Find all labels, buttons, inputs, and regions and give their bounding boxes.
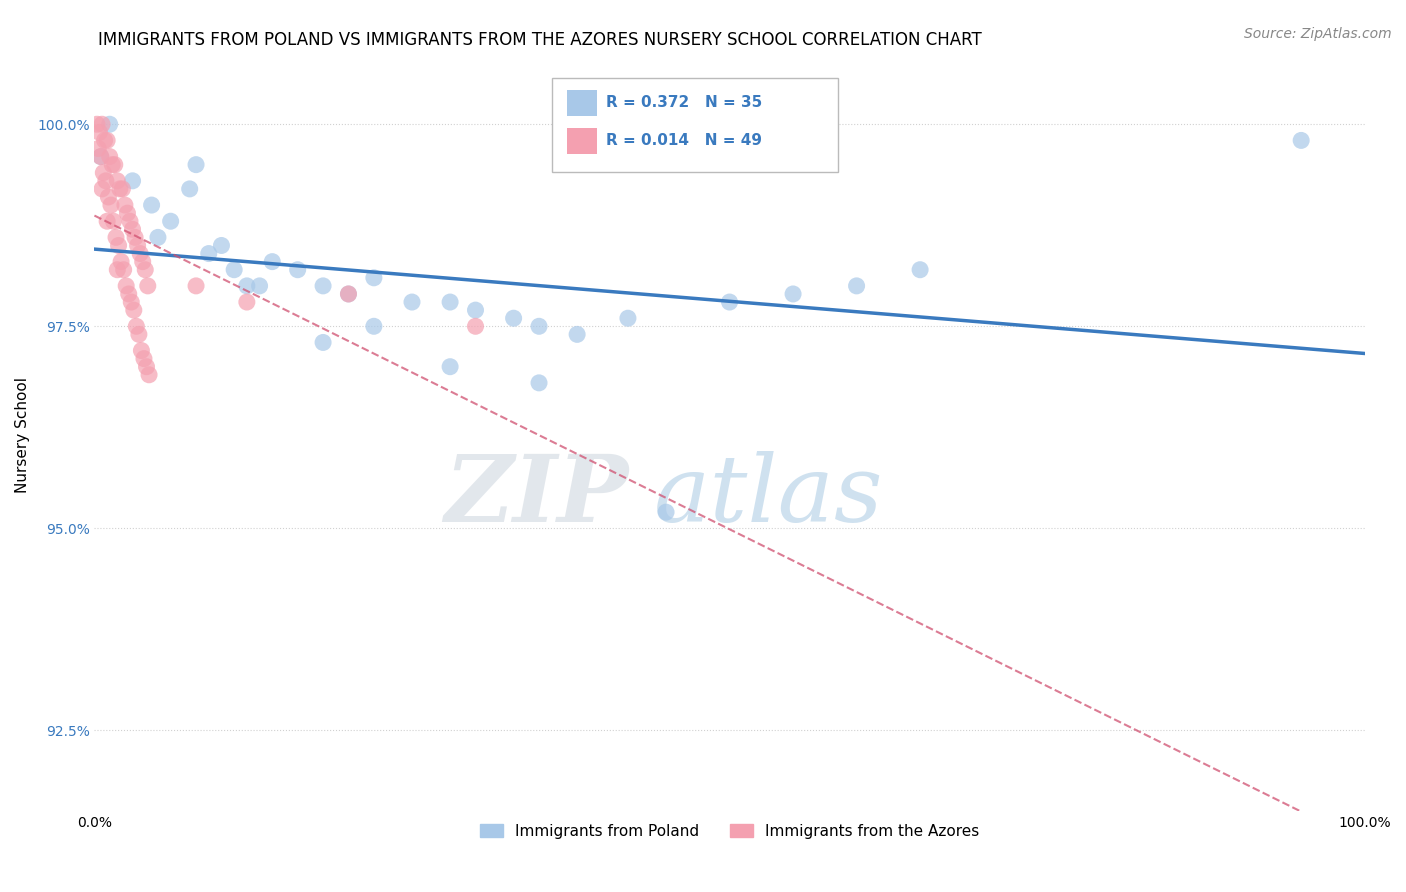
Point (98, 117, 121, 131)
Point (236, 278, 259, 293)
Point (89, 125, 111, 139)
Point (159, 214, 181, 228)
Text: R = 0.014   N = 49: R = 0.014 N = 49 (606, 134, 762, 148)
Point (363, 270, 385, 285)
Point (131, 343, 153, 358)
Point (224, 262, 246, 277)
Text: IMMIGRANTS FROM POLAND VS IMMIGRANTS FROM THE AZORES NURSERY SCHOOL CORRELATION : IMMIGRANTS FROM POLAND VS IMMIGRANTS FRO… (98, 31, 983, 49)
Point (122, 303, 145, 318)
Point (312, 335, 335, 350)
Point (138, 368, 160, 382)
Point (135, 359, 157, 374)
Point (211, 238, 233, 252)
Point (96, 214, 118, 228)
Point (86, 117, 108, 131)
Point (439, 295, 461, 310)
Point (104, 158, 127, 172)
Point (134, 262, 156, 277)
Point (101, 158, 124, 172)
Point (439, 359, 461, 374)
Point (111, 182, 134, 196)
Point (129, 246, 152, 260)
Point (617, 311, 640, 326)
Point (90, 150, 112, 164)
Point (107, 238, 129, 252)
Point (94, 174, 117, 188)
Point (91, 166, 114, 180)
Legend: Immigrants from Poland, Immigrants from the Azores: Immigrants from Poland, Immigrants from … (474, 818, 986, 845)
FancyBboxPatch shape (567, 90, 598, 116)
FancyBboxPatch shape (567, 128, 598, 153)
Point (845, 278, 868, 293)
Point (141, 198, 163, 212)
Point (105, 230, 128, 244)
Point (131, 254, 153, 268)
Point (655, 505, 678, 519)
Point (110, 254, 132, 268)
Point (527, 319, 550, 334)
Point (184, 278, 207, 293)
Point (363, 319, 385, 334)
Point (565, 327, 588, 342)
Point (117, 206, 139, 220)
Y-axis label: Nursery School: Nursery School (15, 377, 30, 493)
Point (337, 287, 360, 301)
Point (121, 222, 143, 236)
Text: Source: ZipAtlas.com: Source: ZipAtlas.com (1244, 27, 1392, 41)
Point (464, 319, 486, 334)
Point (97, 190, 120, 204)
Point (114, 198, 136, 212)
Point (337, 287, 360, 301)
Point (132, 351, 155, 366)
Point (1289, 133, 1312, 147)
Point (91, 182, 114, 196)
Point (179, 182, 201, 196)
Point (197, 246, 219, 260)
Point (115, 278, 138, 293)
Point (98, 150, 121, 164)
Point (236, 295, 259, 310)
Point (121, 174, 143, 188)
Point (108, 182, 131, 196)
Point (124, 230, 146, 244)
Point (502, 311, 524, 326)
Point (527, 376, 550, 390)
Point (262, 254, 284, 268)
Point (90, 150, 112, 164)
Point (118, 214, 141, 228)
Text: atlas: atlas (654, 450, 883, 541)
Point (127, 238, 149, 252)
Point (464, 303, 486, 318)
Point (91, 117, 114, 131)
Point (782, 287, 804, 301)
Point (249, 278, 271, 293)
Point (146, 230, 169, 244)
Point (105, 262, 128, 277)
Point (87, 141, 110, 155)
Point (120, 295, 142, 310)
Point (93, 133, 115, 147)
Point (908, 262, 931, 277)
Point (105, 174, 128, 188)
Point (718, 295, 741, 310)
Point (112, 262, 135, 277)
Point (136, 278, 159, 293)
Point (401, 295, 423, 310)
Text: ZIP: ZIP (444, 450, 628, 541)
Point (125, 319, 148, 334)
Point (312, 278, 335, 293)
Point (184, 158, 207, 172)
Point (118, 287, 141, 301)
Point (100, 198, 122, 212)
Point (287, 262, 309, 277)
FancyBboxPatch shape (551, 78, 838, 172)
Text: R = 0.372   N = 35: R = 0.372 N = 35 (606, 95, 762, 111)
Point (103, 214, 125, 228)
Point (96, 133, 118, 147)
Point (128, 327, 150, 342)
